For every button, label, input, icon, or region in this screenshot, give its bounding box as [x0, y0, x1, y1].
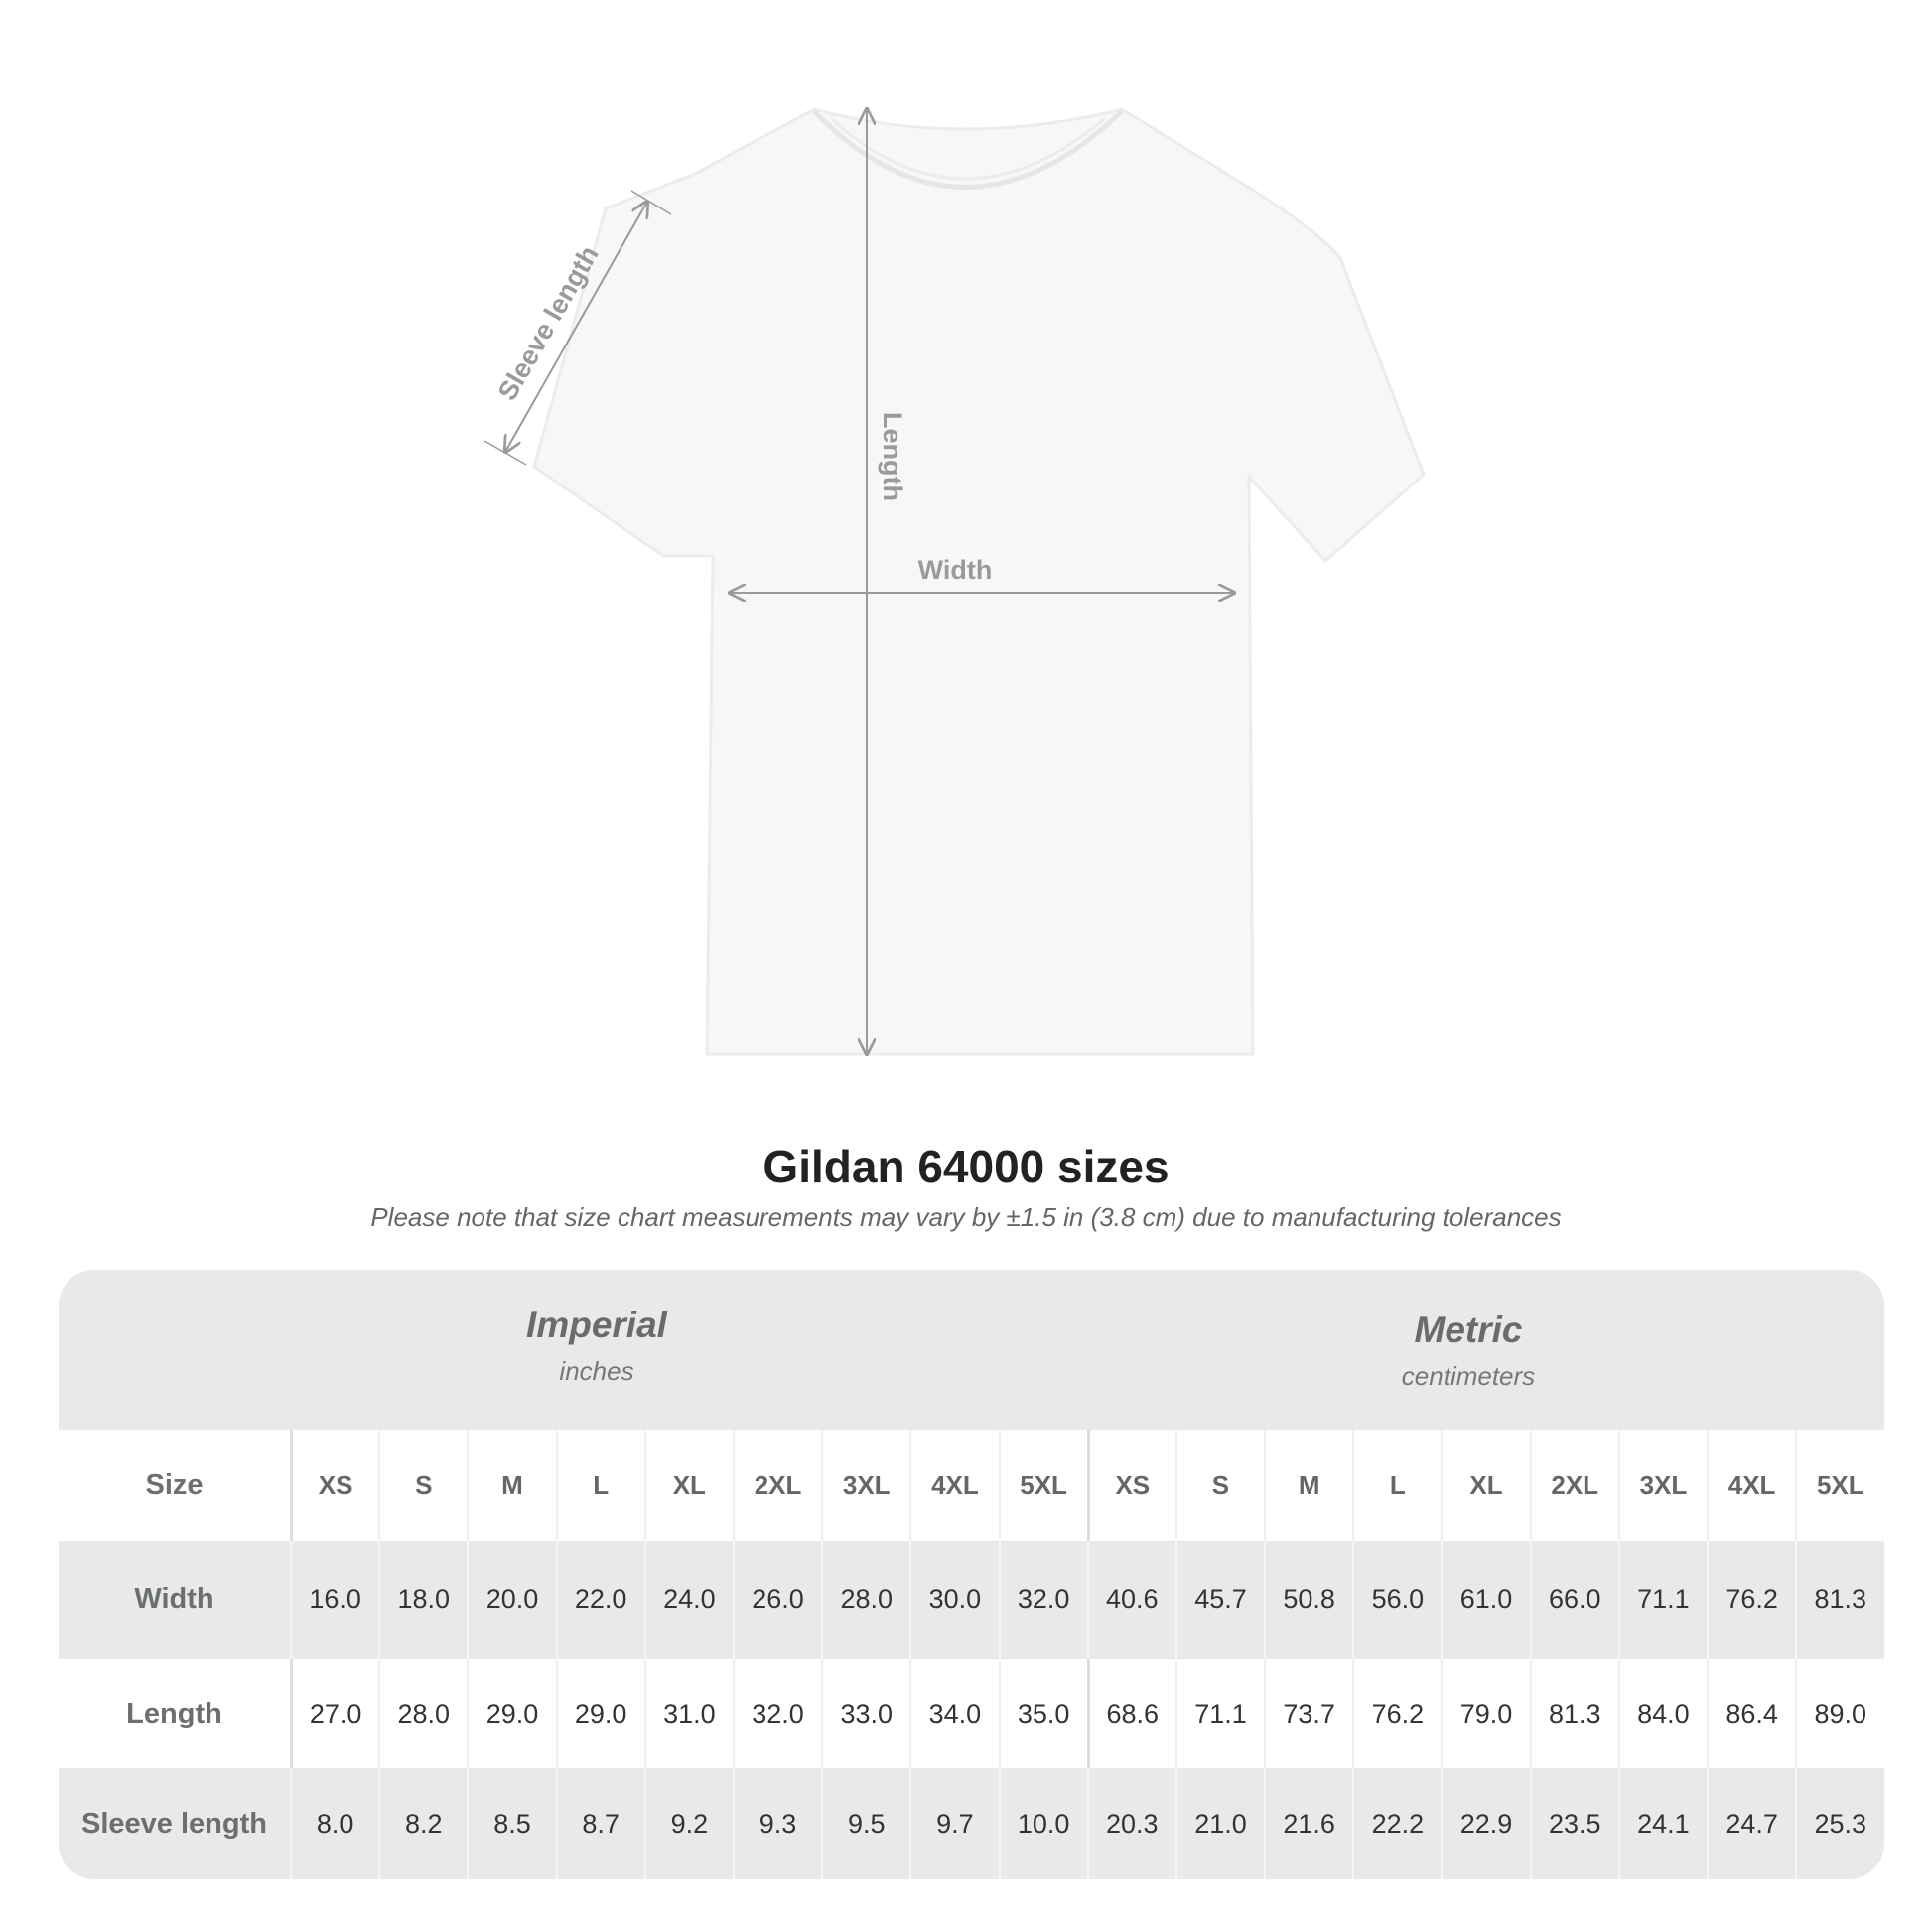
- metric-unit: centimeters: [1401, 1361, 1536, 1391]
- table-cell: 76.2: [1707, 1541, 1795, 1659]
- table-cell: 16.0: [290, 1541, 378, 1659]
- row-label: Size: [145, 1468, 204, 1501]
- table-cell: 26.0: [732, 1541, 821, 1659]
- width-label: Width: [918, 555, 993, 585]
- size-header-cell: XS: [1086, 1430, 1175, 1541]
- table-cell: 89.0: [1795, 1659, 1883, 1768]
- table-row-length: Length 27.0 28.0 29.0 29.0 31.0 32.0 33.0 34.0 35…: [59, 1659, 1884, 1768]
- table-cell: 24.0: [643, 1541, 733, 1659]
- size-header-cell: XL: [643, 1430, 733, 1541]
- table-cell: 25.3: [1795, 1768, 1883, 1879]
- table-cell: 79.0: [1441, 1659, 1529, 1768]
- row-label: Sleeve length: [81, 1807, 267, 1840]
- table-cell: 10.0: [998, 1768, 1087, 1879]
- table-cell: 30.0: [909, 1541, 998, 1659]
- table-cell: 33.0: [821, 1659, 909, 1768]
- size-header-cell: L: [1352, 1430, 1441, 1541]
- table-cell: 22.2: [1352, 1768, 1441, 1879]
- table-cell: 76.2: [1352, 1659, 1441, 1768]
- size-header-cell: S: [378, 1430, 467, 1541]
- size-header-cell: 2XL: [1529, 1430, 1618, 1541]
- table-cell: 9.2: [643, 1768, 733, 1879]
- size-header-cell: 4XL: [909, 1430, 998, 1541]
- imperial-header: Imperial inches: [348, 1305, 845, 1387]
- table-cell: 21.6: [1264, 1768, 1352, 1879]
- table-cell: 22.0: [555, 1541, 644, 1659]
- sleeve-arrow: [505, 202, 647, 452]
- table-cell: 86.4: [1707, 1659, 1795, 1768]
- table-cell: 32.0: [998, 1541, 1087, 1659]
- table-cell: 28.0: [821, 1541, 909, 1659]
- table-cell: 61.0: [1441, 1541, 1529, 1659]
- size-table: Imperial inches Metric centimeters Size …: [59, 1270, 1884, 1879]
- tshirt-diagram: Sleeve length Length Width: [483, 0, 1426, 1092]
- size-header-cell: XS: [290, 1430, 378, 1541]
- table-cell: 81.3: [1529, 1659, 1618, 1768]
- table-cell: 8.7: [555, 1768, 644, 1879]
- table-cell: 35.0: [998, 1659, 1087, 1768]
- metric-header: Metric centimeters: [1220, 1310, 1717, 1392]
- size-header-cell: 5XL: [998, 1430, 1087, 1541]
- row-label: Length: [126, 1697, 222, 1729]
- table-cell: 9.5: [821, 1768, 909, 1879]
- table-cell: 34.0: [909, 1659, 998, 1768]
- table-cell: 18.0: [378, 1541, 467, 1659]
- size-header-cell: M: [1264, 1430, 1352, 1541]
- size-header-cell: 3XL: [1617, 1430, 1707, 1541]
- table-cell: 27.0: [290, 1659, 378, 1768]
- table-cell: 21.0: [1174, 1768, 1264, 1879]
- table-row-width: Width 16.0 18.0 20.0 22.0 24.0 26.0 28.0 30.0 32.…: [59, 1541, 1884, 1659]
- table-cell: 32.0: [732, 1659, 821, 1768]
- table-cell: 73.7: [1264, 1659, 1352, 1768]
- table-cell: 20.0: [467, 1541, 555, 1659]
- size-header-cell: 4XL: [1707, 1430, 1795, 1541]
- size-header-cell: XL: [1441, 1430, 1529, 1541]
- table-cell: 9.3: [732, 1768, 821, 1879]
- table-cell: 29.0: [467, 1659, 555, 1768]
- size-header-cell: S: [1174, 1430, 1264, 1541]
- table-cell: 50.8: [1264, 1541, 1352, 1659]
- size-header-cell: 5XL: [1795, 1430, 1883, 1541]
- table-cell: 9.7: [909, 1768, 998, 1879]
- table-cell: 29.0: [555, 1659, 644, 1768]
- table-cell: 81.3: [1795, 1541, 1883, 1659]
- table-cell: 28.0: [378, 1659, 467, 1768]
- size-row: Size XS S M L XL 2XL 3XL 4XL 5XL XS S M L XL 2XL 3XL 4XL…: [59, 1430, 1884, 1541]
- table-cell: 68.6: [1086, 1659, 1175, 1768]
- table-cell: 84.0: [1617, 1659, 1707, 1768]
- table-cell: 22.9: [1441, 1768, 1529, 1879]
- size-header-cell: 3XL: [821, 1430, 909, 1541]
- table-cell: 8.0: [290, 1768, 378, 1879]
- table-cell: 23.5: [1529, 1768, 1618, 1879]
- imperial-title: Imperial: [526, 1305, 667, 1345]
- table-row-sleeve-length: Sleeve length 8.0 8.2 8.5 8.7 9.2 9.3 9.5 9.7 10.…: [59, 1768, 1884, 1879]
- imperial-unit: inches: [559, 1356, 634, 1386]
- table-cell: 24.1: [1617, 1768, 1707, 1879]
- metric-title: Metric: [1414, 1310, 1523, 1350]
- length-label: Length: [878, 412, 907, 501]
- row-label: Width: [134, 1584, 214, 1615]
- table-cell: 56.0: [1352, 1541, 1441, 1659]
- unit-header-band: [59, 1270, 1884, 1430]
- table-cell: 40.6: [1086, 1541, 1175, 1659]
- table-cell: 8.2: [378, 1768, 467, 1879]
- tshirt-shape: [532, 107, 1426, 1056]
- size-header-cell: L: [555, 1430, 644, 1541]
- size-header-cell: M: [467, 1430, 555, 1541]
- table-cell: 24.7: [1707, 1768, 1795, 1879]
- page-title: Gildan 64000 sizes: [762, 1141, 1170, 1192]
- table-cell: 71.1: [1174, 1659, 1264, 1768]
- tolerance-note: Please note that size chart measurements…: [370, 1202, 1562, 1232]
- size-header-cell: 2XL: [732, 1430, 821, 1541]
- table-cell: 66.0: [1529, 1541, 1618, 1659]
- table-cell: 20.3: [1086, 1768, 1175, 1879]
- table-cell: 8.5: [467, 1768, 555, 1879]
- table-cell: 45.7: [1174, 1541, 1264, 1659]
- table-cell: 71.1: [1617, 1541, 1707, 1659]
- table-cell: 31.0: [643, 1659, 733, 1768]
